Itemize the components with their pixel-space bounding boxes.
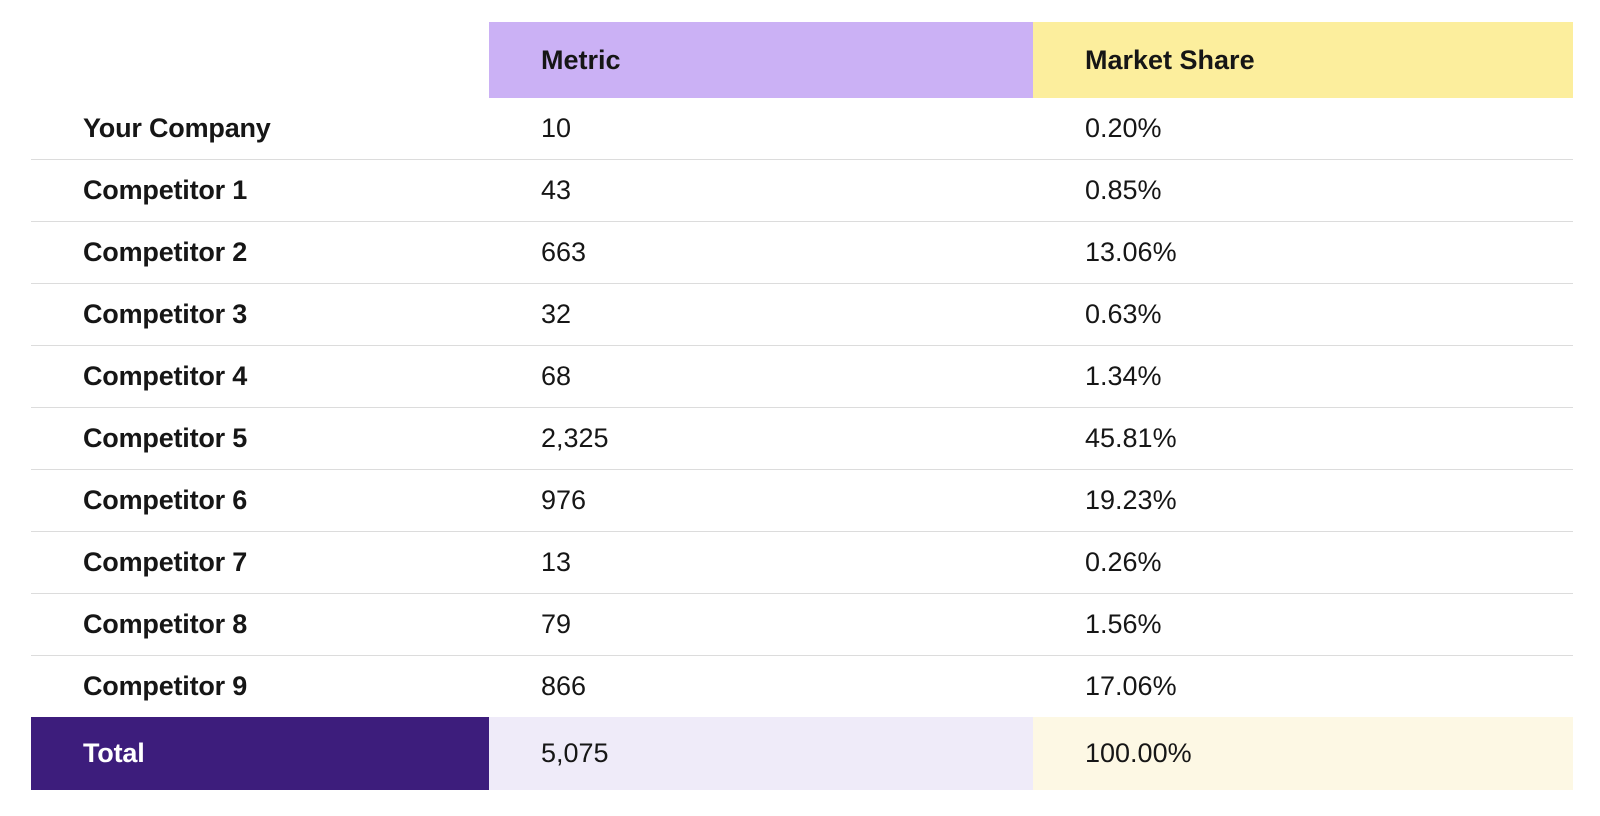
row-label: Competitor 3 [83,299,248,329]
row-label: Competitor 8 [83,609,248,639]
row-label: Competitor 2 [83,237,248,267]
row-metric-value: 10 [541,113,572,143]
row-market-share-value: 45.81% [1085,423,1177,453]
table-row: Competitor 6 976 19.23% [31,469,1573,531]
row-label: Competitor 5 [83,423,248,453]
header-empty-cell [31,22,489,98]
table-total-row: Total 5,075 100.00% [31,717,1573,790]
row-label: Competitor 4 [83,361,248,391]
row-label: Competitor 1 [83,175,248,205]
row-metric-value: 663 [541,237,587,267]
row-market-share-value: 0.26% [1085,547,1162,577]
table-body: Your Company 10 0.20% Competitor 1 43 0.85% Co… [31,98,1573,717]
row-metric-value: 43 [541,175,572,205]
row-market-share-value: 0.85% [1085,175,1162,205]
total-label-cell: Total [31,717,489,790]
row-label: Competitor 7 [83,547,248,577]
table-row: Competitor 5 2,325 45.81% [31,407,1573,469]
table-row: Your Company 10 0.20% [31,98,1573,159]
row-market-share-value: 19.23% [1085,485,1177,515]
row-label: Your Company [83,113,271,143]
row-metric-value: 68 [541,361,572,391]
row-metric-value: 976 [541,485,587,515]
table-row: Competitor 7 13 0.26% [31,531,1573,593]
column-header-metric: Metric [489,22,1033,98]
table-row: Competitor 9 866 17.06% [31,655,1573,717]
row-market-share-value: 13.06% [1085,237,1177,267]
table-row: Competitor 2 663 13.06% [31,221,1573,283]
row-metric-value: 13 [541,547,572,577]
row-market-share-value: 17.06% [1085,671,1177,701]
table-row: Competitor 1 43 0.85% [31,159,1573,221]
total-share-cell: 100.00% [1033,717,1573,790]
row-label: Competitor 6 [83,485,248,515]
row-label: Competitor 9 [83,671,248,701]
total-metric-cell: 5,075 [489,717,1033,790]
row-market-share-value: 1.34% [1085,361,1162,391]
row-metric-value: 79 [541,609,572,639]
table-row: Competitor 8 79 1.56% [31,593,1573,655]
table-header-row: Metric Market Share [31,22,1573,98]
row-market-share-value: 0.20% [1085,113,1162,143]
row-metric-value: 32 [541,299,572,329]
table-row: Competitor 3 32 0.63% [31,283,1573,345]
row-metric-value: 2,325 [541,423,609,453]
row-market-share-value: 1.56% [1085,609,1162,639]
market-share-table: Metric Market Share Your Company 10 0.20% C… [31,22,1573,790]
row-market-share-value: 0.63% [1085,299,1162,329]
column-header-market-share: Market Share [1033,22,1573,98]
row-metric-value: 866 [541,671,587,701]
table-row: Competitor 4 68 1.34% [31,345,1573,407]
